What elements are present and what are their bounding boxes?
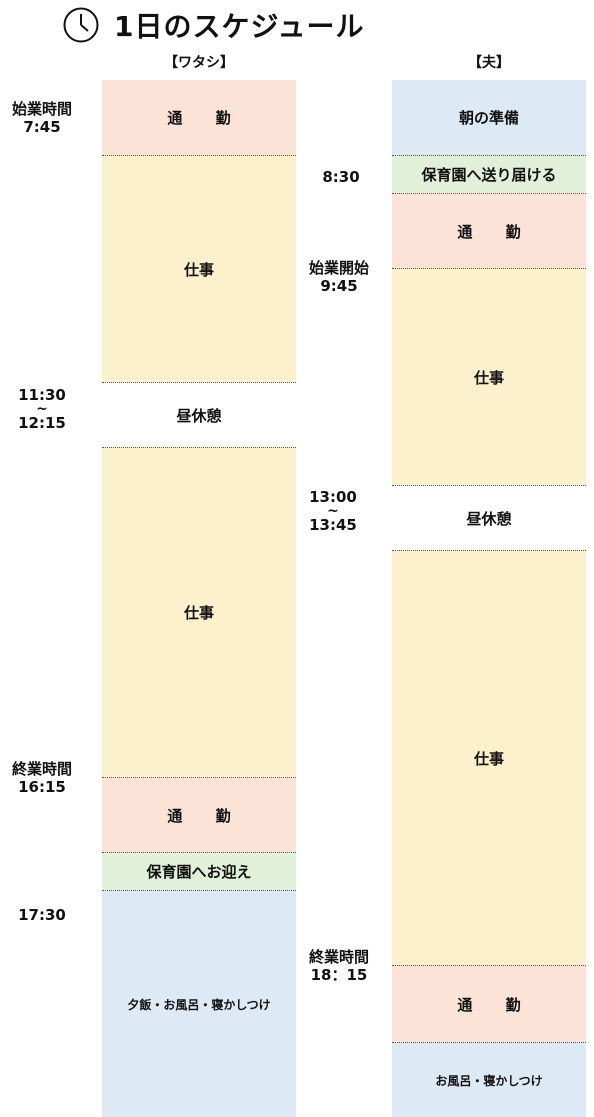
time-label-end: 終業時間 16:15 xyxy=(11,760,72,796)
block-commute: 通 勤 xyxy=(102,777,296,852)
time-label-evening: 17:30 xyxy=(18,906,66,924)
block-evening-routine: 夕飯・お風呂・寝かしつけ xyxy=(102,890,296,1117)
column-header-husband: 【夫】 xyxy=(468,55,510,71)
block-lunch-break: 昼休憩 xyxy=(102,382,296,447)
time-label-start: 始業開始 9:45 xyxy=(308,259,369,295)
time-label-start: 始業時間 7:45 xyxy=(11,100,72,136)
block-daycare-pickup: 保育園へお迎え xyxy=(102,852,296,890)
block-work: 仕事 xyxy=(392,268,586,485)
column-header-me: 【ワタシ】 xyxy=(164,55,234,71)
block-lunch-break: 昼休憩 xyxy=(392,485,586,550)
time-label-lunch: 13:00 ~13:45 xyxy=(309,488,357,534)
block-commute: 通 勤 xyxy=(102,80,296,155)
block-daycare-dropoff: 保育園へ送り届ける xyxy=(392,155,586,193)
block-work: 仕事 xyxy=(102,155,296,382)
block-commute: 通 勤 xyxy=(392,965,586,1042)
page-header: 1日のスケジュール xyxy=(62,4,365,46)
block-evening-routine: お風呂・寝かしつけ xyxy=(392,1042,586,1117)
block-work: 仕事 xyxy=(102,447,296,777)
time-label-end: 終業時間 18：15 xyxy=(308,948,369,984)
block-morning-prep: 朝の準備 xyxy=(392,80,586,155)
block-commute: 通 勤 xyxy=(392,193,586,268)
time-label-lunch: 11:30 ~12:15 xyxy=(18,386,66,432)
clock-icon xyxy=(63,7,99,43)
time-label-dropoff: 8:30 xyxy=(322,168,360,186)
block-work: 仕事 xyxy=(392,550,586,965)
page-title: 1日のスケジュール xyxy=(114,10,365,43)
